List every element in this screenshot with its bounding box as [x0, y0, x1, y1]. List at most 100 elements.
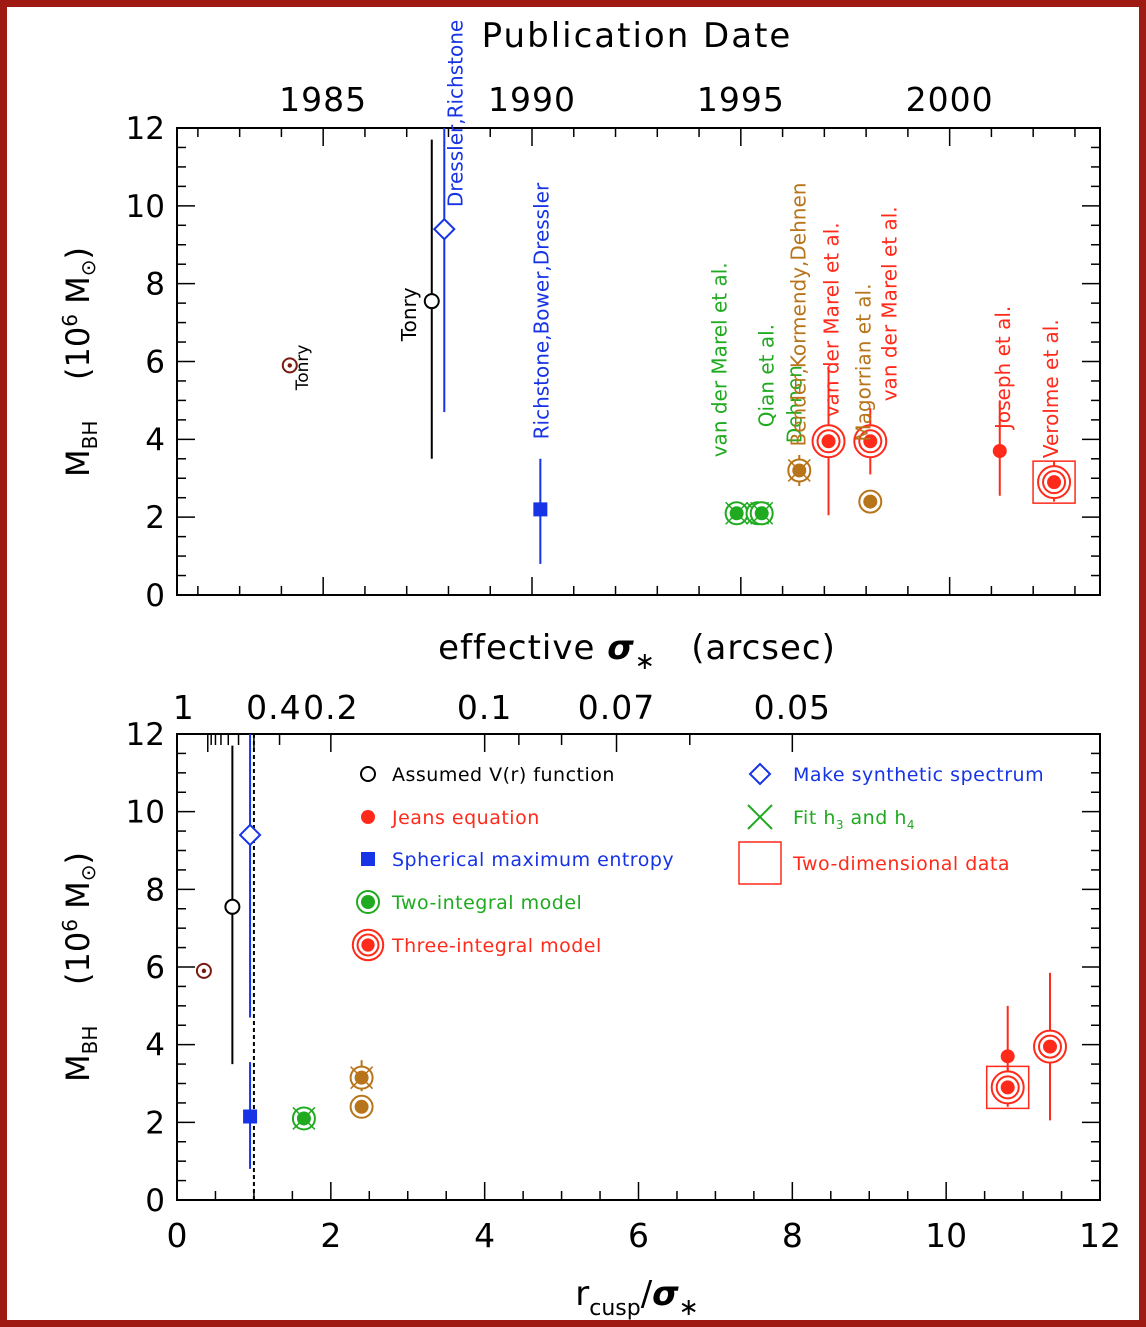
- data-point-diamond: [238, 823, 262, 847]
- data-point-ring-inner: [1038, 1034, 1063, 1059]
- top-ylabel-main: M: [59, 449, 97, 477]
- data-point: [1033, 1029, 1068, 1064]
- y-tick-label: 6: [145, 950, 165, 986]
- data-point-x2: [787, 458, 811, 482]
- data-point: [423, 293, 440, 310]
- data-point: [858, 489, 883, 514]
- point-label: Tonry: [293, 345, 313, 392]
- bottom-axis-ticks: [176, 733, 1101, 1201]
- legend-marker: [738, 841, 782, 885]
- data-point: [1000, 1049, 1015, 1064]
- svg-text:MBH (106 M⊙): MBH (106 M⊙): [58, 852, 102, 1082]
- y-tick-label: 10: [126, 189, 165, 225]
- y-tick-label: 6: [145, 345, 165, 381]
- top-axis-ticks: [177, 127, 1100, 596]
- legend-label: Assumed V(r) function: [392, 764, 615, 786]
- y-tick-label: 2: [145, 500, 165, 536]
- x-tick-label: 6: [628, 1216, 649, 1255]
- data-point-ring-inner: [1042, 470, 1067, 495]
- data-point: [349, 1094, 374, 1119]
- bottom-panel: effective σ∗ (arcsec) 1 0.4 0.2 0.1 0.07 0.05…: [58, 628, 1121, 1320]
- point-label: Verolme et al.: [1039, 319, 1063, 458]
- point-label: Magorrian et al.: [851, 284, 875, 442]
- data-point: [1032, 460, 1076, 504]
- y-tick-label: 8: [145, 872, 165, 908]
- point-label: van der Marel et al.: [708, 262, 732, 457]
- bottom-xlabel-sub: cusp: [589, 1296, 640, 1320]
- legend-label-part: and h: [844, 807, 907, 829]
- legend: Assumed V(r) function Jeans equation Spher…: [351, 762, 1044, 962]
- top-ylabel-unit-close: ): [59, 247, 97, 259]
- figure-frame: Publication Date 1985 1990 1995 2000 0 2 4 6 8 1…: [7, 7, 1139, 1320]
- top-y-tick-labels: 0 2 4 6 8 10 12: [126, 111, 165, 614]
- legend-marker: [351, 928, 385, 962]
- data-point-circle: [423, 293, 440, 310]
- data-point-ring-inner: [816, 429, 841, 454]
- top-tick-label: 0.1: [457, 688, 512, 727]
- bottom-top-axis-sigma: σ: [607, 628, 634, 668]
- y-tick-label: 8: [145, 267, 165, 303]
- y-tick-label: 12: [126, 717, 165, 753]
- legend-label: Two-integral model: [391, 892, 582, 914]
- legend-label: Jeans equation: [391, 807, 540, 829]
- legend-label: Spherical maximum entropy: [392, 849, 674, 871]
- top-y-axis-label: MBH (106 M⊙): [58, 247, 102, 477]
- legend-label: Two-dimensional data: [792, 853, 1010, 875]
- svg-text:MBH (106 M⊙): MBH (106 M⊙): [58, 247, 102, 477]
- top-ylabel-unit-exp: 6: [58, 314, 82, 327]
- legend-label-sub: 4: [907, 818, 915, 832]
- data-point-dot: [1047, 475, 1062, 490]
- data-point-dot: [287, 363, 292, 368]
- legend-label: Make synthetic spectrum: [793, 764, 1044, 786]
- top-x-tick-labels: 1985 1990 1995 2000: [279, 80, 994, 119]
- data-point: [533, 502, 548, 517]
- data-point-square: [533, 502, 548, 517]
- data-point-x2: [750, 501, 774, 525]
- data-point: [811, 424, 846, 459]
- data-point-dot: [201, 968, 207, 974]
- bottom-top-axis-title-pre: effective: [438, 628, 607, 668]
- top-ylabel-unit-pre: (10: [59, 327, 97, 380]
- legend-marker-ring-inner: [356, 933, 380, 957]
- data-point-ring-inner: [858, 429, 883, 454]
- top-panel-title: Publication Date: [482, 16, 793, 56]
- data-point-square: [243, 1109, 258, 1124]
- bottom-x-axis-label: rcusp/σ∗: [575, 1274, 699, 1320]
- legend-marker-dot: [361, 895, 375, 909]
- point-label: Dehnen: [783, 365, 807, 443]
- x-tick-label: 1985: [279, 80, 367, 119]
- top-tick-label: 0.07: [578, 688, 655, 727]
- legend-marker-square: [738, 841, 782, 885]
- x-tick-label: 1995: [697, 80, 785, 119]
- data-point: [992, 444, 1007, 459]
- legend-label-sub: 3: [836, 818, 844, 832]
- legend-label: Fit h3 and h4: [793, 807, 915, 832]
- point-label: Joseph et al.: [991, 306, 1015, 431]
- data-point: [853, 424, 888, 459]
- y-tick-label: 0: [145, 1183, 165, 1219]
- data-point: [195, 962, 212, 979]
- y-tick-label: 12: [126, 111, 165, 147]
- point-label: van der Marel et al.: [877, 206, 901, 401]
- data-point: [291, 1106, 316, 1131]
- x-tick-label: 2: [320, 1216, 341, 1255]
- legend-marker-dot: [361, 810, 375, 824]
- point-label: Dressler,Richstone: [443, 20, 467, 207]
- top-tick-label: 1: [173, 688, 195, 727]
- point-label: Tonry: [397, 287, 421, 342]
- top-point-labels: Tonry Tonry Dressler,Richstone Richstone,Bo…: [293, 20, 1063, 458]
- data-point-dot: [354, 1099, 369, 1114]
- bottom-ylabel-main: M: [59, 1054, 97, 1082]
- point-label: Bender,Kormendy,Dehnen: [786, 183, 810, 447]
- x-tick-label: 1990: [488, 80, 576, 119]
- bottom-xlabel-slash: /: [641, 1274, 653, 1314]
- bottom-ylabel-unit-post: M: [59, 881, 97, 919]
- legend-marker-dot: [361, 938, 375, 952]
- legend-marker-x2: [747, 804, 773, 830]
- bottom-y-tick-labels: 0 2 4 6 8 10 12: [126, 717, 165, 1219]
- bottom-top-tick-labels: 1 0.4 0.2 0.1 0.07 0.05: [173, 688, 830, 727]
- bottom-ylabel-sun-symbol: ⊙: [76, 864, 100, 881]
- x-tick-label: 2000: [906, 80, 994, 119]
- data-point-dot: [1000, 1080, 1015, 1095]
- legend-label: Three-integral model: [391, 935, 602, 957]
